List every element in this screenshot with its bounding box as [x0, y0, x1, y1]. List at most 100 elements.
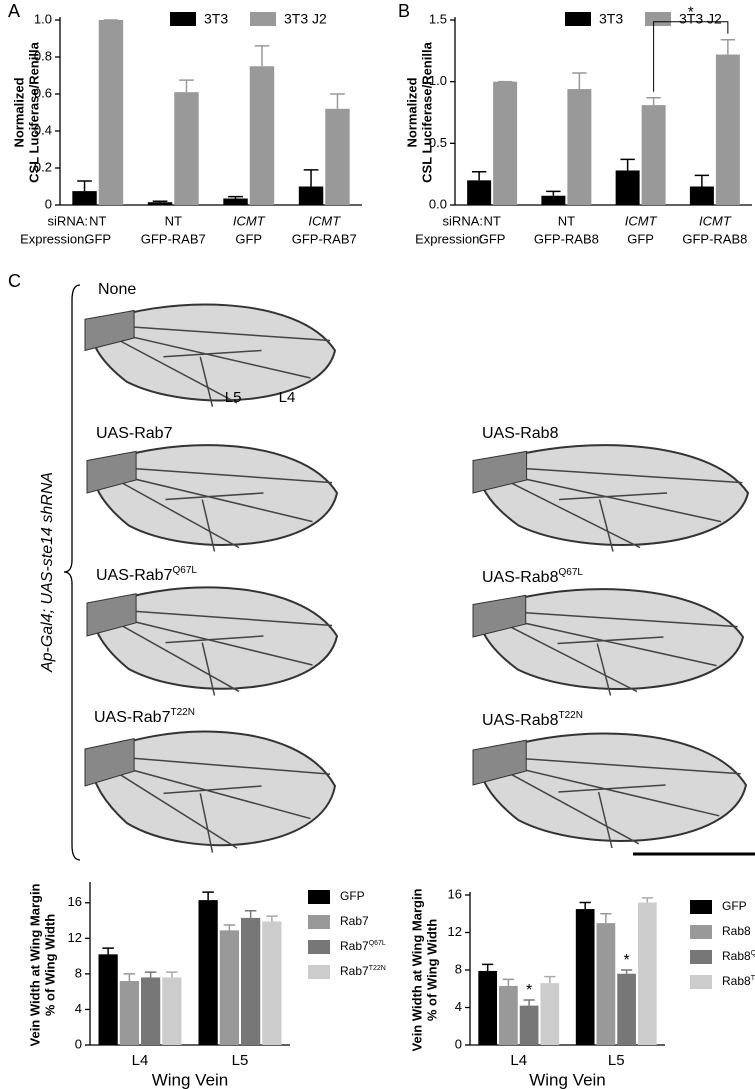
error-bar: [223, 924, 236, 931]
significance: *: [526, 982, 532, 999]
wing-vein: [121, 481, 240, 549]
wing-vein: [109, 331, 311, 379]
wing-hinge: [84, 738, 135, 787]
legend-swatch: [690, 925, 712, 939]
bar: [467, 180, 492, 205]
y-axis-label: CSL Luciferase/Renilla: [419, 41, 434, 182]
error-bar: [202, 891, 214, 901]
x-tick-label: GFP: [627, 231, 654, 246]
legend-swatch: [308, 940, 330, 954]
error-bar: [244, 910, 257, 918]
wing-vein: [499, 616, 717, 667]
wing-label: UAS-Rab7Q67L: [96, 565, 197, 584]
x-tick-label: L4: [132, 1052, 149, 1069]
y-axis-label: Normalized: [404, 77, 419, 147]
wing-vein: [109, 324, 331, 342]
y-tick-label: 1.0: [429, 73, 447, 88]
legend-swatch: [645, 12, 671, 26]
x-tick-label: NT: [165, 213, 182, 228]
bar: [223, 198, 248, 205]
y-tick-label: 12: [448, 924, 462, 939]
error-bar: [254, 45, 270, 67]
legend-label-main: Rab8: [722, 924, 751, 938]
wing-hinge: [472, 594, 527, 638]
x-tick-label: ICMT: [699, 213, 732, 228]
row-label: Expression:: [20, 231, 88, 246]
y-tick-label: 0.5: [429, 135, 447, 150]
bar: [141, 977, 161, 1045]
bar: [98, 20, 124, 205]
y-tick-label: 0.4: [34, 122, 52, 137]
legend-label-main: Rab7: [340, 914, 369, 928]
wing-vein: [598, 499, 614, 552]
x-tick-label: GFP: [479, 231, 506, 246]
error-bar: [600, 913, 612, 924]
side-label: Ap-Gal4; UAS-ste14 shRNA: [39, 472, 56, 673]
error-bar: [471, 170, 487, 181]
vein-label: L5: [225, 389, 242, 406]
bar: [162, 977, 182, 1045]
y-tick-label: 12: [68, 930, 82, 945]
wing-vein: [510, 481, 641, 549]
bar: [567, 89, 592, 205]
y-axis-label: CSL Luciferase/Renilla: [26, 41, 41, 182]
significance: *: [623, 952, 629, 969]
significance: *: [688, 4, 694, 21]
wing-label: UAS-Rab7: [96, 425, 173, 442]
x-tick-label: L5: [608, 1052, 625, 1069]
wing-vein: [163, 785, 262, 795]
wing-vein: [201, 499, 216, 552]
wing-image: [472, 588, 745, 696]
error-bar: [546, 190, 561, 196]
error-bar: [523, 999, 535, 1006]
legend-swatch: [170, 12, 196, 26]
wing-label: UAS-Rab8T22N: [482, 710, 583, 729]
x-tick-label: NT: [89, 213, 106, 228]
panel-label: A: [8, 1, 20, 21]
wing-vein: [119, 773, 238, 849]
legend-label-main: GFP: [722, 899, 747, 913]
error-bar: [646, 96, 661, 106]
wing-hinge: [472, 739, 527, 786]
error-bar: [152, 200, 168, 203]
error-bar: [166, 971, 178, 978]
x-tick-label: NT: [558, 213, 575, 228]
wing-vein: [597, 791, 613, 849]
y-tick-label: 0.8: [34, 48, 52, 63]
significance-bracket: [653, 21, 729, 92]
bar: [541, 195, 566, 205]
wing-label-main: None: [98, 281, 136, 298]
error-bar: [266, 915, 278, 922]
wing-hinge: [86, 450, 137, 494]
legend-label: GFP: [722, 899, 747, 913]
x-tick-label: GFP-RAB7: [292, 231, 357, 246]
x-tick-label: L5: [232, 1052, 249, 1069]
wing-vein: [499, 763, 720, 817]
legend-label: 3T3 J2: [679, 11, 722, 27]
legend-swatch: [690, 900, 712, 914]
wing-hinge: [84, 309, 135, 352]
bar: [617, 973, 636, 1045]
legend-label-sup: Q67L: [369, 940, 386, 947]
bar: [540, 983, 560, 1045]
legend-swatch: [250, 12, 276, 26]
legend-label: 3T3: [204, 11, 228, 27]
error-bar: [77, 180, 92, 192]
bar: [478, 970, 498, 1045]
wing-hinge: [86, 593, 137, 637]
x-tick-label: GFP-RAB7: [141, 231, 206, 246]
y-tick-label: 16: [448, 886, 462, 901]
x-tick-label: ICMT: [308, 213, 341, 228]
wing-label-sup: T22N: [558, 710, 582, 721]
y-tick-label: 0: [455, 1036, 462, 1051]
wing-label-sup: Q67L: [172, 565, 197, 576]
wing-vein: [111, 466, 333, 484]
x-tick-label: ICMT: [625, 213, 658, 228]
bar: [241, 917, 261, 1045]
legend-swatch: [565, 12, 591, 26]
legend-label-sup: T22N: [751, 975, 755, 982]
legend-label: Rab7Q67L: [340, 939, 386, 953]
x-tick-label: GFP: [84, 231, 111, 246]
y-tick-label: 1.5: [429, 11, 447, 26]
